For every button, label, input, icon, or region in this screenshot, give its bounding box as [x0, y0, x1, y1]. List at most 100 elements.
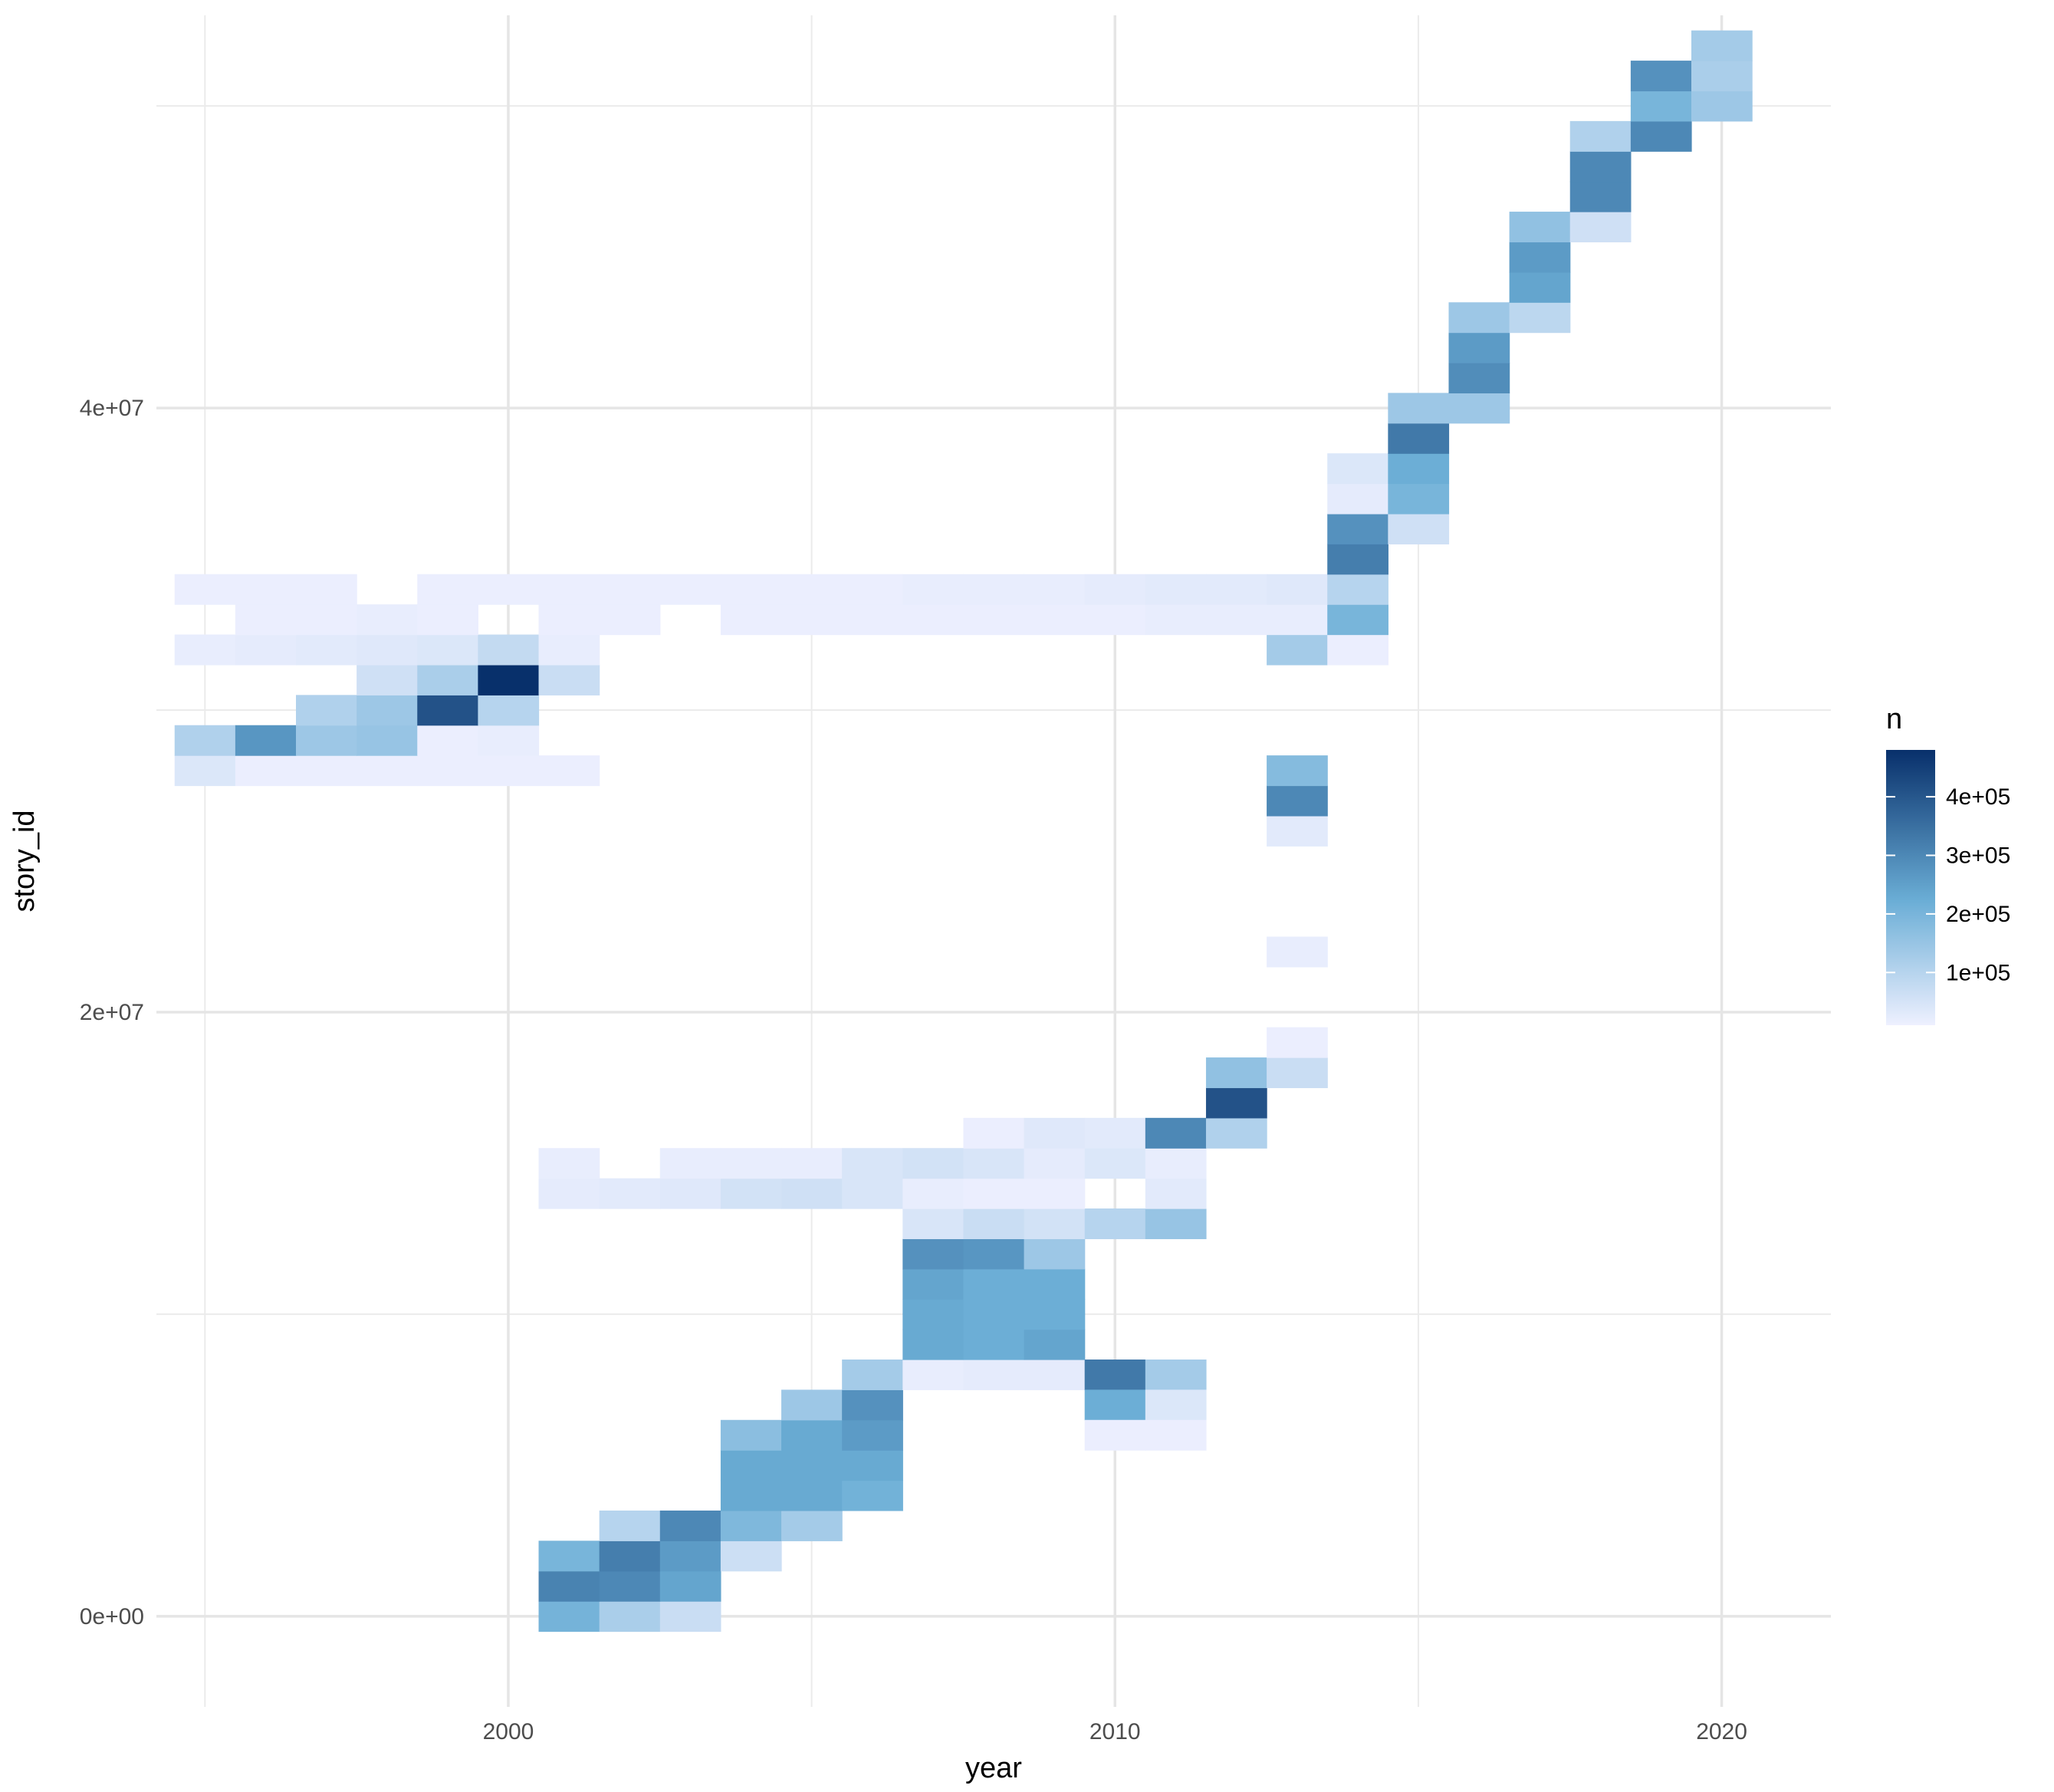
heatmap-cell-53 — [538, 1178, 600, 1209]
heatmap-cell-83 — [1267, 815, 1328, 847]
heatmap-cell-177 — [1691, 61, 1753, 92]
heatmap-cell-42 — [902, 1268, 965, 1300]
heatmap-cell-108 — [235, 634, 297, 666]
heatmap-cell-167 — [1509, 242, 1571, 273]
heatmap-cell-113 — [538, 634, 600, 666]
heatmap-cell-166 — [1509, 271, 1571, 303]
heatmap-cell-45 — [902, 1238, 965, 1270]
heatmap-cell-112 — [478, 634, 540, 666]
heatmap-cell-32 — [1084, 1389, 1146, 1421]
heatmap-cell-120 — [538, 604, 600, 636]
heatmap-cell-71 — [1084, 1148, 1146, 1179]
heatmap-cell-70 — [1024, 1148, 1086, 1179]
heatmap-cell-50 — [1024, 1208, 1086, 1240]
heatmap-cell-140 — [659, 574, 721, 605]
heatmap-cell-22 — [781, 1419, 843, 1451]
heatmap-cell-80 — [1267, 1057, 1328, 1089]
heatmap-cell-151 — [1327, 574, 1389, 605]
heatmap-cell-156 — [1388, 483, 1450, 515]
heatmap-cell-78 — [1205, 1087, 1267, 1119]
heatmap-cell-125 — [902, 604, 965, 636]
heatmap-cell-40 — [963, 1299, 1025, 1330]
y-axis-title: story_id — [8, 810, 41, 912]
heatmap-cell-15 — [720, 1480, 782, 1511]
heatmap-cell-2 — [599, 1601, 661, 1633]
heatmap-cell-91 — [478, 755, 540, 787]
heatmap-cell-150 — [1267, 574, 1328, 605]
minor-gridlines — [156, 15, 1831, 1707]
heatmap-cell-21 — [720, 1419, 782, 1451]
heatmap-cell-38 — [1024, 1329, 1086, 1360]
major-gridlines — [156, 15, 1831, 1707]
heatmap-cell-39 — [902, 1299, 965, 1330]
heatmap-cell-170 — [1569, 181, 1632, 212]
heatmap-cell-115 — [1327, 634, 1389, 666]
heatmap-cell-33 — [1145, 1389, 1207, 1421]
heatmap-cell-168 — [1509, 212, 1571, 243]
heatmap-cell-90 — [417, 755, 478, 787]
heatmap-cell-28 — [963, 1359, 1025, 1390]
heatmap-cell-86 — [174, 755, 236, 787]
heatmap-cell-127 — [1024, 604, 1086, 636]
heatmap-cell-134 — [235, 574, 297, 605]
heatmap-cell-63 — [538, 1148, 600, 1179]
heatmap-cell-97 — [417, 725, 478, 756]
heatmap-cell-121 — [599, 604, 661, 636]
heatmap-cell-62 — [1145, 1178, 1207, 1209]
legend-ticks: 1e+05 2e+05 3e+05 4e+05 — [1886, 784, 2010, 985]
x-tick-label-0: 2000 — [483, 1719, 534, 1744]
heatmap-cell-61 — [1024, 1178, 1086, 1209]
heatmap-cell-35 — [1145, 1419, 1207, 1451]
heatmap-cell-171 — [1569, 151, 1632, 182]
heatmap-cell-130 — [1205, 604, 1267, 636]
heatmap-cell-26 — [842, 1359, 903, 1390]
heatmap-cell-84 — [1267, 785, 1328, 817]
heatmap-cell-14 — [781, 1510, 843, 1541]
heatmap-cell-103 — [357, 664, 418, 695]
heatmap-cell-1 — [538, 1601, 600, 1633]
heatmap-cell-72 — [1145, 1148, 1207, 1179]
heatmap-cell-165 — [1509, 302, 1571, 334]
heatmap-cell-20 — [842, 1450, 903, 1481]
heatmap-cell-107 — [174, 634, 236, 666]
heatmap-cell-54 — [599, 1178, 661, 1209]
heatmap-cell-169 — [1569, 212, 1632, 243]
heatmap-cell-27 — [902, 1359, 965, 1390]
heatmap-cell-116 — [235, 604, 297, 636]
heatmap-cell-100 — [357, 695, 418, 726]
heatmap-cell-76 — [1145, 1117, 1207, 1149]
heatmap-cell-142 — [781, 574, 843, 605]
heatmap-cell-160 — [1388, 393, 1450, 424]
heatmap-cell-174 — [1630, 90, 1692, 122]
heatmap-cell-158 — [1388, 453, 1450, 485]
y-tick-label-2: 4e+07 — [80, 396, 144, 421]
heatmap-cell-128 — [1084, 604, 1146, 636]
heatmap-cell-152 — [1327, 544, 1389, 575]
heatmap-cell-92 — [538, 755, 600, 787]
heatmap-cell-137 — [478, 574, 540, 605]
heatmap-cell-36 — [902, 1329, 965, 1360]
heatmap-cell-7 — [538, 1540, 600, 1572]
heatmap-cell-17 — [842, 1480, 903, 1511]
heatmap-cell-131 — [1267, 604, 1328, 636]
heatmap-cell-85 — [1267, 755, 1328, 787]
heatmap-cell-88 — [296, 755, 357, 787]
legend-break-label-2: 3e+05 — [1946, 843, 2010, 868]
heatmap-cell-102 — [478, 695, 540, 726]
legend-break-label-3: 4e+05 — [1946, 784, 2010, 810]
heatmap-cell-105 — [478, 664, 540, 695]
heatmap-cell-31 — [1145, 1359, 1207, 1390]
heatmap-cell-51 — [1084, 1208, 1146, 1240]
heatmap-cell-43 — [963, 1268, 1025, 1300]
heatmap-cell-60 — [963, 1178, 1025, 1209]
heatmap-cell-94 — [235, 725, 297, 756]
heatmap-cell-41 — [1024, 1299, 1086, 1330]
color-legend: n 1e+05 2e+05 3e+05 4e+05 — [1886, 703, 2010, 1025]
heatmap-cell-122 — [720, 604, 782, 636]
x-tick-label-1: 2010 — [1089, 1719, 1141, 1744]
heatmap-cell-163 — [1448, 332, 1510, 363]
heatmap-cell-119 — [417, 604, 478, 636]
legend-break-label-1: 2e+05 — [1946, 902, 2010, 927]
heatmap-cell-77 — [1205, 1117, 1267, 1149]
